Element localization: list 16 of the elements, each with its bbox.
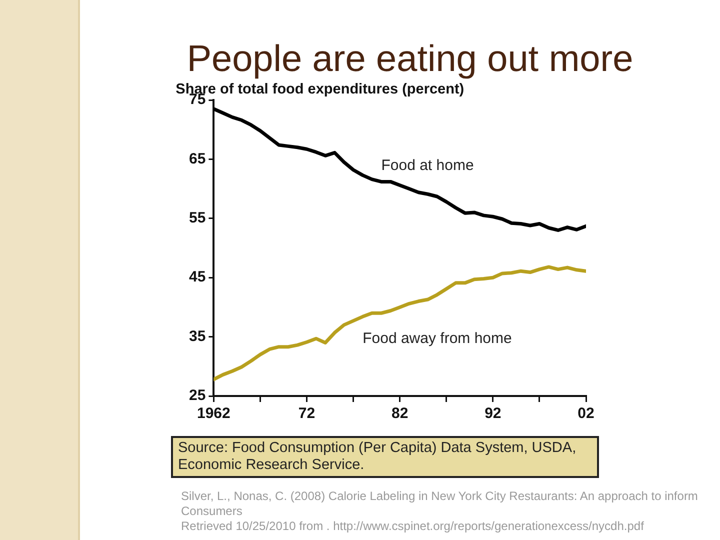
- x-tick-label: 72: [298, 405, 316, 422]
- y-tick-label: 45: [188, 268, 206, 286]
- y-tick-label: 65: [188, 150, 206, 168]
- source-note: Source: Food Consumption (Per Capita) Data System, USDA, Economic Research Service.: [171, 436, 599, 478]
- x-tick-label: 92: [484, 405, 502, 422]
- x-tick-label: 02: [578, 405, 594, 422]
- y-tick-label: 55: [188, 210, 206, 227]
- y-tick-label: 35: [188, 328, 206, 345]
- x-tick-label: 82: [392, 405, 408, 422]
- text: Silver, L., Nonas, C. (2008) Calorie Labeling in New York City Restaurants: An approach to inform Consumers: [181, 489, 699, 519]
- chart-title: People are eating out more: [186, 38, 634, 80]
- series-label: Food at home: [381, 156, 474, 174]
- y-tick-label: 25: [188, 387, 206, 404]
- x-tick-label: 1962: [196, 405, 230, 422]
- series-label: Food away from home: [362, 330, 512, 347]
- text: Retrieved 10/25/2010 from . http://www.cspinet.org/reports/generationexcess/nycdh.pdf: [181, 519, 645, 534]
